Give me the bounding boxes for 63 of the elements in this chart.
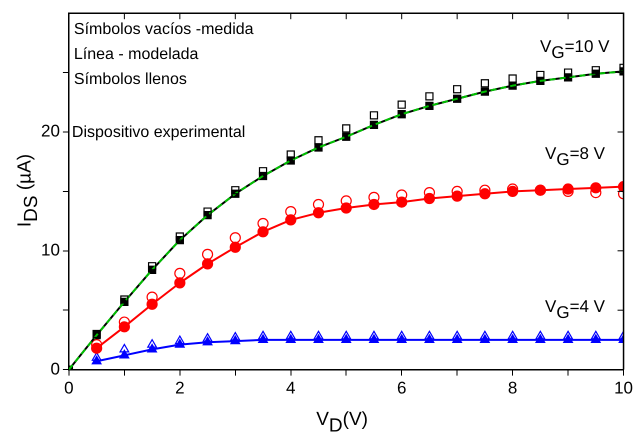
point — [314, 136, 323, 144]
point — [341, 330, 352, 340]
point — [535, 330, 546, 340]
point — [590, 330, 601, 340]
y-tick-label: 20 — [40, 122, 60, 141]
point — [508, 330, 518, 340]
annotation: Dispositivo experimental — [72, 124, 246, 141]
point — [285, 214, 296, 226]
point — [312, 207, 324, 218]
x-tick-label: 4 — [286, 378, 296, 398]
point — [396, 330, 407, 340]
point — [174, 335, 185, 344]
point — [230, 232, 241, 244]
point — [312, 198, 324, 210]
point — [202, 258, 214, 270]
point — [258, 330, 268, 340]
point — [230, 242, 241, 253]
point — [314, 330, 324, 340]
point — [147, 339, 158, 348]
point — [148, 262, 156, 270]
point — [480, 79, 490, 88]
x-tick-label: 6 — [396, 378, 406, 398]
point — [424, 330, 434, 340]
x-tick-label: 8 — [508, 378, 518, 398]
point — [258, 167, 268, 176]
point — [120, 295, 129, 304]
y-tick-label: 10 — [40, 240, 60, 260]
annotation: Símbolos vacíos -medida — [74, 21, 254, 38]
point — [257, 226, 269, 238]
y-tick-label: 0 — [50, 359, 60, 378]
point — [508, 74, 517, 83]
point — [452, 330, 462, 340]
point — [257, 218, 269, 230]
point — [370, 111, 378, 120]
point — [286, 150, 295, 159]
point — [286, 330, 296, 340]
point — [425, 92, 434, 100]
point — [92, 352, 102, 361]
point — [563, 330, 574, 340]
point — [342, 124, 350, 133]
point — [203, 207, 212, 216]
point — [480, 330, 490, 340]
point — [564, 68, 572, 77]
annotation: Símbolos llenos — [74, 71, 187, 88]
point — [174, 277, 186, 288]
point — [285, 206, 296, 218]
point — [202, 333, 212, 342]
point — [230, 332, 240, 341]
point — [369, 330, 379, 340]
point — [398, 100, 406, 109]
point — [592, 66, 600, 74]
point — [202, 248, 214, 260]
point — [176, 232, 184, 241]
x-tick-label: 2 — [175, 378, 185, 398]
point — [453, 85, 462, 94]
x-tick-label: 0 — [64, 378, 74, 398]
point — [231, 186, 240, 194]
annotation: Línea - modelada — [74, 46, 198, 63]
point — [536, 70, 544, 80]
point — [174, 268, 186, 279]
point — [119, 344, 130, 353]
point — [119, 350, 130, 358]
x-tick-label: 10 — [614, 378, 634, 398]
